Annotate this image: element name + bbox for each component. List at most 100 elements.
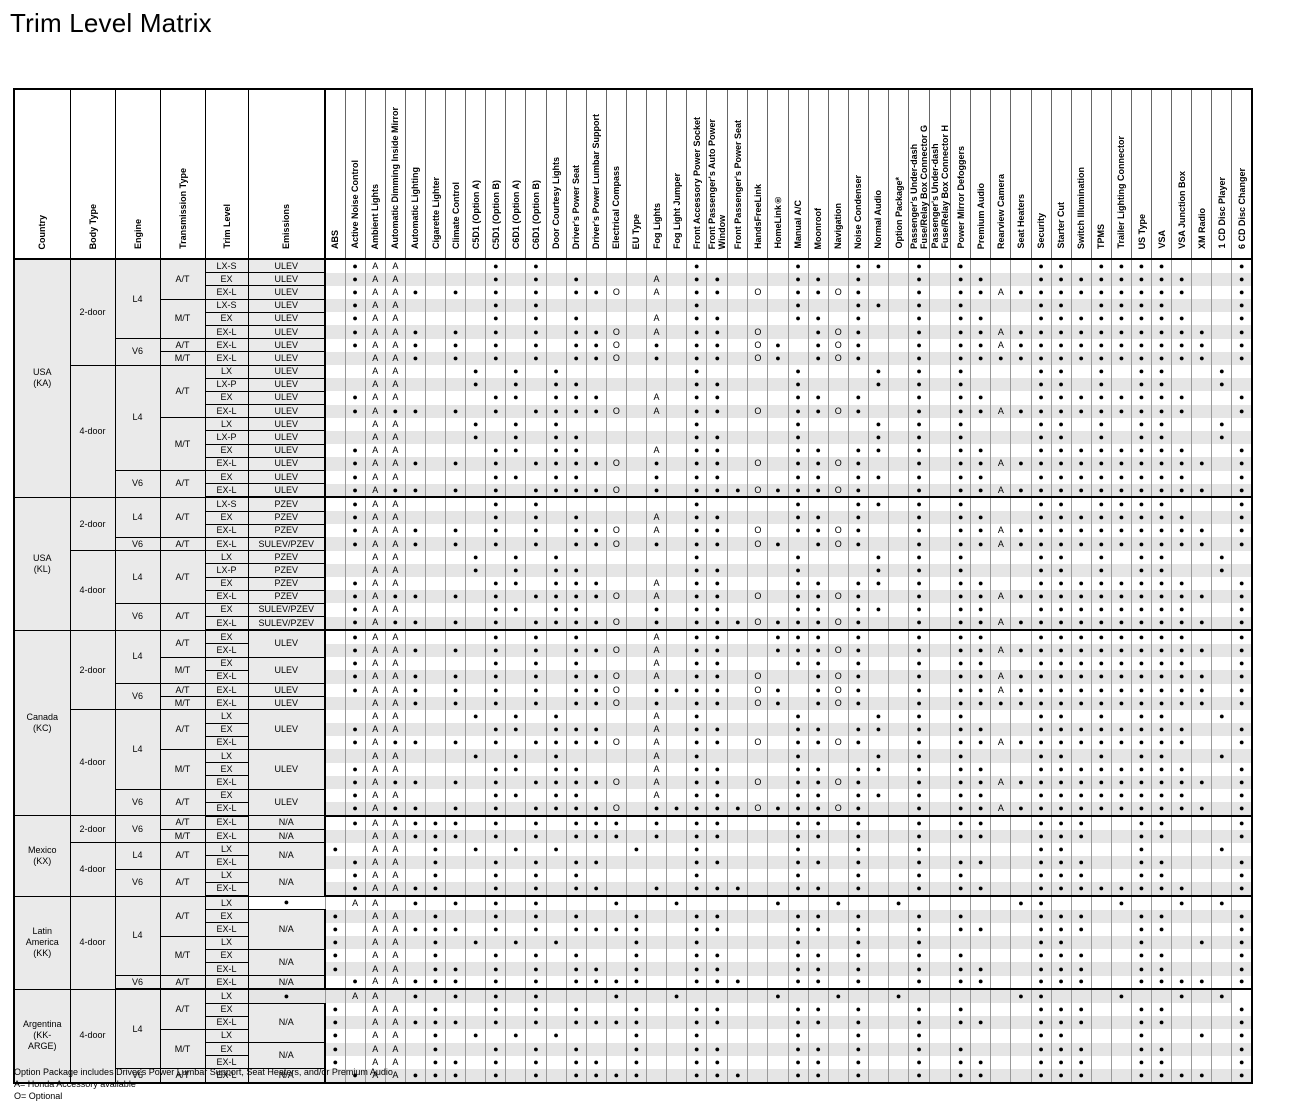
feature-cell [666, 723, 688, 737]
feature-cell [1171, 1003, 1193, 1017]
feature-cell: ● [1031, 511, 1052, 525]
feature-cell [929, 789, 952, 803]
feature-cell: ● [505, 1029, 527, 1043]
feature-cell: A [385, 312, 406, 326]
feature-cell: ● [686, 444, 708, 458]
feature-cell: ● [788, 259, 809, 273]
feature-cell [1010, 365, 1032, 379]
feature-cell: ● [950, 829, 972, 843]
feature-cell [345, 749, 366, 763]
feature-cell: ● [1151, 855, 1173, 870]
feature-cell: ● [950, 696, 972, 710]
feature-cell [788, 696, 809, 710]
feature-cell: A [646, 630, 668, 644]
feature-cell: ● [1131, 789, 1153, 803]
feature-cell: A [365, 762, 386, 776]
feature-cell [929, 1016, 952, 1030]
feature-cell: ● [686, 537, 708, 551]
feature-cell [666, 630, 688, 644]
feature-header: Trailer Lighting Connector [1111, 89, 1132, 260]
feature-cell [1111, 815, 1132, 830]
table-row: 4-door L4 A/T LX N/A ● A A ● ● ● ● ● ● ● ● ● ● ● ● ● [14, 842, 1253, 897]
feature-cell: A [385, 563, 406, 577]
feature-cell: ● [525, 643, 547, 658]
feature-cell: ● [525, 657, 547, 671]
feature-cell [1010, 550, 1032, 564]
feature-cell [505, 1016, 527, 1030]
feature-cell [747, 749, 769, 763]
feature-cell: ● [686, 524, 708, 538]
feature-cell: ● [1231, 736, 1253, 750]
feature-cell: ● [950, 909, 972, 923]
feature-cell: ● [546, 603, 567, 617]
feature-cell: ● [485, 989, 507, 1003]
feature-cell [1191, 1016, 1213, 1030]
feature-cell [445, 630, 467, 644]
feature-cell [1211, 1055, 1233, 1069]
feature-cell: ● [525, 1016, 547, 1030]
feature-cell: ● [1171, 616, 1193, 632]
feature-cell: ● [1051, 1042, 1072, 1056]
table-row: 4-door L4 A/T LX ULEV A A ● ● ● ● ● ● ● ● ● ● ● ● ● ● [14, 364, 1253, 498]
feature-cell: ● [606, 1068, 627, 1084]
feature-cell [666, 643, 688, 658]
feature-cell: ● [686, 325, 708, 339]
feature-header-label: Driver's Power Lumbar Support [591, 113, 602, 249]
feature-cell [606, 430, 627, 445]
feature-cell: ● [808, 1042, 829, 1056]
feature-cell [929, 1068, 952, 1084]
feature-cell: ● [1091, 417, 1112, 431]
feature-cell [1111, 842, 1132, 856]
feature-cell: ● [686, 643, 708, 658]
feature-cell: ● [325, 842, 346, 856]
feature-cell: ● [808, 404, 829, 418]
feature-cell: ● [950, 1042, 972, 1056]
feature-cell [767, 457, 789, 471]
trim-level-cell: EX-L [204, 1068, 249, 1084]
emissions-cell: ULEV [247, 469, 326, 485]
feature-cell [970, 1003, 992, 1017]
feature-cell [606, 391, 627, 405]
feature-cell [646, 259, 668, 273]
feature-cell: ● [1051, 630, 1072, 644]
feature-cell [990, 365, 1012, 379]
feature-cell [666, 351, 688, 365]
table-row: EX N/A ● A A ● ● ● ● ● ● ● ● ● ● ● ● ● ● ● ● ● ● [14, 948, 1253, 977]
feature-cell: ● [970, 616, 992, 632]
feature-cell: ● [1031, 1068, 1052, 1084]
feature-cell: ● [908, 259, 931, 273]
feature-cell [405, 657, 426, 671]
feature-cell: ● [405, 922, 426, 937]
feature-cell [325, 630, 346, 644]
feature-cell [706, 259, 729, 273]
feature-cell [546, 272, 567, 286]
feature-cell [465, 470, 487, 484]
feature-cell [626, 896, 648, 910]
feature-cell: ● [848, 922, 869, 937]
feature-cell: ● [505, 391, 527, 405]
feature-cell: ● [1071, 630, 1092, 644]
feature-cell: ● [1031, 909, 1052, 923]
feature-cell: ● [1131, 404, 1153, 418]
feature-cell [425, 470, 447, 484]
feature-cell [767, 709, 789, 724]
feature-cell [990, 989, 1012, 1003]
feature-cell [868, 1055, 890, 1069]
feature-cell [888, 590, 910, 604]
feature-cell: ● [525, 829, 547, 843]
feature-cell [325, 603, 346, 617]
feature-cell: ● [848, 524, 869, 538]
feature-cell: ● [908, 815, 931, 830]
feature-cell: ● [405, 285, 426, 300]
feature-cell [888, 789, 910, 803]
trim-level-cell: LX-P [204, 377, 249, 392]
feature-header: Passenger's Under-dash Fuse/Relay Box Co… [929, 89, 952, 260]
feature-cell [1211, 404, 1233, 418]
feature-cell: ● [950, 1016, 972, 1030]
feature-cell: ● [405, 483, 426, 499]
feature-cell: ● [868, 577, 890, 591]
feature-cell [325, 749, 346, 763]
feature-cell: ● [706, 855, 729, 870]
feature-cell [747, 259, 769, 273]
feature-cell: ● [525, 483, 547, 499]
